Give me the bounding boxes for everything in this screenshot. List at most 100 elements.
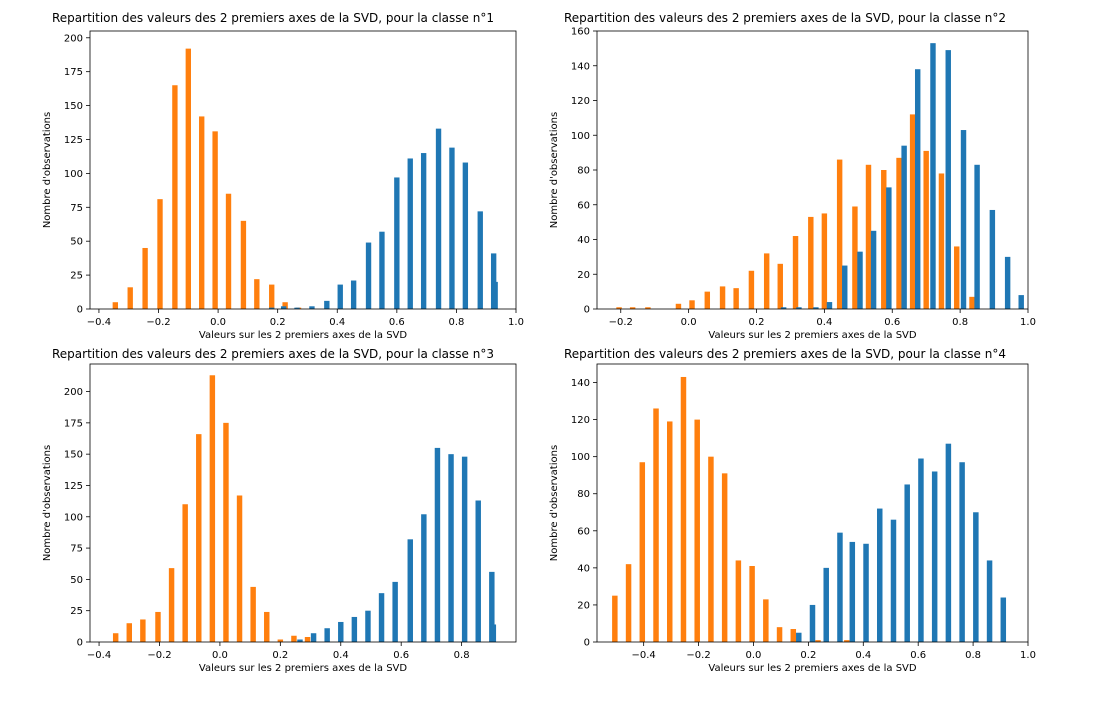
chart-2-ytick-label: 80 [577,166,590,177]
chart-3-xtick-label: −0.2 [147,650,171,661]
chart-3-bar [140,619,146,642]
chart-4-bar [639,462,646,642]
chart-4-ytick-label: 100 [571,452,590,463]
chart-3-xtick-label: 0.6 [393,650,409,661]
chart-4-ytick-label: 0 [584,638,590,649]
chart-2-ytick-label: 0 [584,305,590,316]
chart-4-xtick-label: −0.2 [686,650,710,661]
chart-3-bar [338,621,344,642]
chart-2-bar [777,263,783,309]
chart-4-bar [849,541,856,642]
chart-2-bar [852,206,858,309]
chart-1-bar [324,300,330,309]
chart-2-xtick-label: 0.4 [816,317,832,328]
chart-1-bar [269,307,275,309]
chart-1-bar [280,306,287,309]
chart-1-ytick-label: 25 [70,271,83,282]
chart-2-bar [914,69,921,309]
chart-2-bar [923,150,929,309]
chart-3-bar [168,568,175,642]
chart-2-bar [675,303,682,309]
chart-4-ylabel: Nombre d'observations [549,445,560,561]
chart-1-bar [309,306,315,309]
chart-1-bar [337,284,343,309]
chart-4-bar [763,599,769,642]
chart-4-bar [749,566,755,642]
chart-1-bar [492,281,498,309]
chart-4-bar [694,419,700,642]
chart-3-bar [297,639,303,642]
chart-1-bar [477,211,483,309]
chart-4-bar [973,512,979,642]
chart-4-bar [877,508,883,642]
chart-2-bar [645,307,651,309]
chart-4-bar [667,421,673,642]
chart-2-xtick-label: 0.8 [952,317,968,328]
chart-3-bar [250,586,256,642]
chart-1-bar [379,231,385,309]
chart-3-ytick-label: 200 [64,387,83,398]
chart-2-bar [909,114,916,310]
chart-2-xlabel: Valeurs sur les 2 premiers axes de la SV… [708,330,916,341]
chart-1-xtick-label: −0.4 [87,317,111,328]
chart-1-ylabel: Nombre d'observations [42,112,53,228]
chart-3-bar [351,616,358,642]
chart-3-bar [421,514,427,642]
chart-3-bar [434,447,441,642]
chart-2-bar [886,187,892,310]
chart-2-bar [704,291,711,310]
chart-3-bar [489,571,495,642]
chart-3-bar [264,611,270,642]
chart-1-xlabel: Valeurs sur les 2 premiers axes de la SV… [199,330,407,341]
chart-3-bar [310,633,317,642]
chart-1-ytick-label: 175 [64,67,83,78]
chart-4-bar [612,595,618,642]
chart-2-bar [733,288,739,309]
chart-3-bar [461,456,468,642]
chart-4-bar [904,484,910,642]
chart-4-bar [680,376,687,642]
chart-2-bar [629,307,636,309]
chart-3-bar [475,500,481,642]
chart-2-bar [808,216,814,309]
chart-2-bar [954,246,960,309]
chart-2-bar [974,164,980,309]
chart-2-bar [689,300,695,309]
chart-1-ytick-label: 100 [64,169,83,180]
chart-2-bar [1004,256,1011,310]
chart-2-bar [881,170,887,309]
chart-1-bar [185,48,191,309]
chart-2-xtick-label: 0.6 [884,317,900,328]
chart-3-bar [490,624,497,642]
chart-1-bar [462,162,469,309]
chart-4-bar [844,640,850,642]
chart-1-bar [282,302,288,309]
chart-3-ytick-label: 150 [64,450,83,461]
chart-2-bar [857,251,863,309]
chart-3-xtick-label: −0.4 [87,650,111,661]
chart-2-xtick-label: 0.2 [749,317,765,328]
chart-1: Repartition des valeurs des 2 premiers a… [42,11,524,341]
chart-2-bar [813,307,819,309]
chart-3-bar [126,623,132,642]
chart-4-xtick-label: 0.0 [746,650,762,661]
chart-1-xtick-label: 0.6 [389,317,405,328]
chart-3-axes-frame [89,363,517,643]
chart-2-bar [870,230,877,309]
chart-2-bar [780,307,787,309]
chart-4-bar [918,458,924,642]
chart-1-bar [112,302,118,309]
chart-4-ytick-label: 120 [571,415,590,426]
chart-3-title: Repartition des valeurs des 2 premiers a… [52,347,494,361]
chart-2-bar [930,43,936,309]
chart-2-bar [938,173,945,309]
chart-3: Repartition des valeurs des 2 premiers a… [42,347,517,674]
chart-4-bar [809,604,816,642]
chart-4-bar [863,543,869,642]
chart-2-bar [969,296,975,309]
chart-4-bar [776,627,783,642]
chart-3-bar [378,593,385,642]
chart-1-ytick-label: 75 [70,203,83,214]
chart-2-bar [945,50,951,310]
chart-4-bar [945,443,952,642]
